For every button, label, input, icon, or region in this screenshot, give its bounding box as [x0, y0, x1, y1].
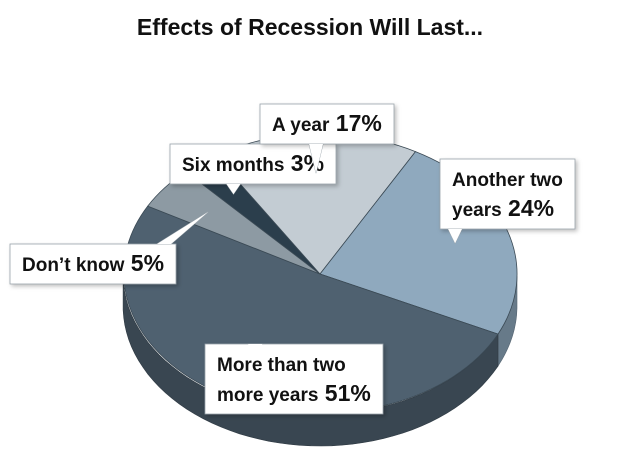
pie-top	[123, 133, 518, 414]
slice-value: 17%	[329, 110, 381, 136]
chart-title: Effects of Recession Will Last...	[136, 14, 484, 40]
slice-label: A year 17%	[272, 110, 382, 136]
slice-value: 24%	[502, 195, 554, 221]
